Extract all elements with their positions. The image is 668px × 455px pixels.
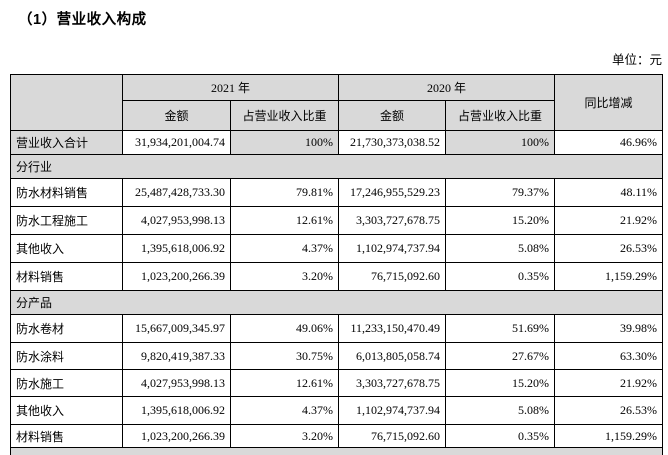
pct-2021-cell: 3.20% <box>229 424 340 448</box>
row-label-cell: 防水涂料 <box>10 342 123 370</box>
amount-2021-cell: 15,667,009,345.97 <box>122 314 231 343</box>
table-row <box>9 447 664 455</box>
row-label-cell: 材料销售 <box>10 424 123 448</box>
header-pct-2021: 占营业收入比重 <box>229 100 340 131</box>
yoy-cell: 39.98% <box>554 314 664 343</box>
row-label-cell: 防水施工 <box>10 369 123 397</box>
pct-2021-cell: 12.61% <box>229 369 340 397</box>
pct-2020-cell: 5.08% <box>445 396 556 425</box>
amount-2020-cell: 3,303,727,678.75 <box>338 206 447 235</box>
table-row: 分产品 <box>9 290 664 315</box>
section-label-cell: 分产品 <box>9 290 664 315</box>
table-row: 其他收入 1,395,618,006.92 4.37% 1,102,974,737.9… <box>10 396 664 425</box>
amount-2021-cell: 25,487,428,733.30 <box>122 178 231 207</box>
table-row: 防水涂料 9,820,419,387.33 30.75% 6,013,805,058.… <box>10 342 664 370</box>
table-row: 防水材料销售 25,487,428,733.30 79.81% 17,246,955,… <box>10 178 664 207</box>
yoy-cell: 21.92% <box>554 206 664 235</box>
table-row: 材料销售 1,023,200,266.39 3.20% 76,715,092.60 0.… <box>10 262 664 291</box>
header-amount-2020: 金额 <box>338 100 447 131</box>
table-subheader-row: 金额 占营业收入比重 金额 占营业收入比重 <box>11 100 663 131</box>
pct-2020-cell: 15.20% <box>445 369 556 397</box>
row-label-cell: 材料销售 <box>10 262 123 291</box>
pct-2021-cell: 4.37% <box>229 234 340 263</box>
amount-2021-cell: 1,023,200,266.39 <box>122 262 231 291</box>
amount-2021-cell: 1,395,618,006.92 <box>122 396 231 425</box>
header-pct-2020: 占营业收入比重 <box>445 100 556 131</box>
row-label-cell: 防水卷材 <box>10 314 123 343</box>
table-row: 营业收入合计 31,934,201,004.74 100% 21,730,373,03… <box>10 130 664 155</box>
yoy-cell: 26.53% <box>554 396 664 425</box>
row-label-cell: 营业收入合计 <box>10 130 123 155</box>
amount-2021-cell: 1,395,618,006.92 <box>122 234 231 263</box>
amount-2020-cell: 76,715,092.60 <box>338 262 447 291</box>
amount-2020-cell: 21,730,373,038.52 <box>338 130 447 155</box>
amount-2020-cell: 11,233,150,470.49 <box>338 314 447 343</box>
amount-2020-cell: 1,102,974,737.94 <box>338 234 447 263</box>
table-row: 防水工程施工 4,027,953,998.13 12.61% 3,303,727,67… <box>10 206 664 235</box>
table-header-row: 2021 年 2020 年 同比增减 <box>10 74 664 131</box>
pct-2021-cell: 30.75% <box>229 342 340 370</box>
yoy-cell: 1,159.29% <box>554 262 664 291</box>
yoy-cell: 46.96% <box>554 130 664 155</box>
pct-2021-cell: 3.20% <box>229 262 340 291</box>
row-label-cell: 其他收入 <box>10 234 123 263</box>
header-yoy: 同比增减 <box>554 74 664 131</box>
section-partial-cell <box>9 447 664 455</box>
revenue-composition-table: 2021 年 2020 年 同比增减 金额 占营业收入比重 金额 占营业收入比重… <box>9 74 664 455</box>
table-row: 分行业 <box>9 154 664 179</box>
pct-2021-cell: 100% <box>229 130 340 155</box>
pct-2020-cell: 100% <box>445 130 556 155</box>
row-label-cell: 其他收入 <box>10 396 123 425</box>
pct-2021-cell: 4.37% <box>229 396 340 425</box>
pct-2020-cell: 15.20% <box>445 206 556 235</box>
pct-2021-cell: 49.06% <box>229 314 340 343</box>
yoy-cell: 26.53% <box>554 234 664 263</box>
yoy-cell: 1,159.29% <box>554 424 664 448</box>
pct-2021-cell: 12.61% <box>229 206 340 235</box>
amount-2020-cell: 17,246,955,529.23 <box>338 178 447 207</box>
pct-2020-cell: 5.08% <box>445 234 556 263</box>
section-label-cell: 分行业 <box>9 154 664 179</box>
row-label-cell: 防水工程施工 <box>10 206 123 235</box>
pct-2020-cell: 27.67% <box>445 342 556 370</box>
pct-2020-cell: 0.35% <box>445 424 556 448</box>
table-row: 防水施工 4,027,953,998.13 12.61% 3,303,727,678.… <box>10 369 664 397</box>
amount-2021-cell: 9,820,419,387.33 <box>122 342 231 370</box>
yoy-cell: 63.30% <box>554 342 664 370</box>
header-year-2021: 2021 年 <box>121 74 340 101</box>
pct-2021-cell: 79.81% <box>229 178 340 207</box>
table-row: 材料销售 1,023,200,266.39 3.20% 76,715,092.60 0.… <box>10 424 664 448</box>
pct-2020-cell: 51.69% <box>445 314 556 343</box>
amount-2020-cell: 6,013,805,058.74 <box>338 342 447 370</box>
pct-2020-cell: 79.37% <box>445 178 556 207</box>
amount-2020-cell: 76,715,092.60 <box>338 424 447 448</box>
amount-2020-cell: 3,303,727,678.75 <box>338 369 447 397</box>
unit-label: 单位：元 <box>611 53 662 67</box>
yoy-cell: 21.92% <box>554 369 664 397</box>
page-title: （1）营业收入构成 <box>18 12 147 28</box>
table-row: 其他收入 1,395,618,006.92 4.37% 1,102,974,737.9… <box>10 234 664 263</box>
yoy-cell: 48.11% <box>554 178 664 207</box>
amount-2021-cell: 1,023,200,266.39 <box>122 424 231 448</box>
amount-2020-cell: 1,102,974,737.94 <box>338 396 447 425</box>
header-amount-2021: 金额 <box>122 100 231 131</box>
amount-2021-cell: 31,934,201,004.74 <box>122 130 231 155</box>
pct-2020-cell: 0.35% <box>445 262 556 291</box>
header-empty-cell <box>10 74 123 131</box>
amount-2021-cell: 4,027,953,998.13 <box>122 369 231 397</box>
row-label-cell: 防水材料销售 <box>10 178 123 207</box>
header-year-2020: 2020 年 <box>338 74 556 101</box>
table-row: 防水卷材 15,667,009,345.97 49.06% 11,233,150,47… <box>10 314 664 343</box>
amount-2021-cell: 4,027,953,998.13 <box>122 206 231 235</box>
